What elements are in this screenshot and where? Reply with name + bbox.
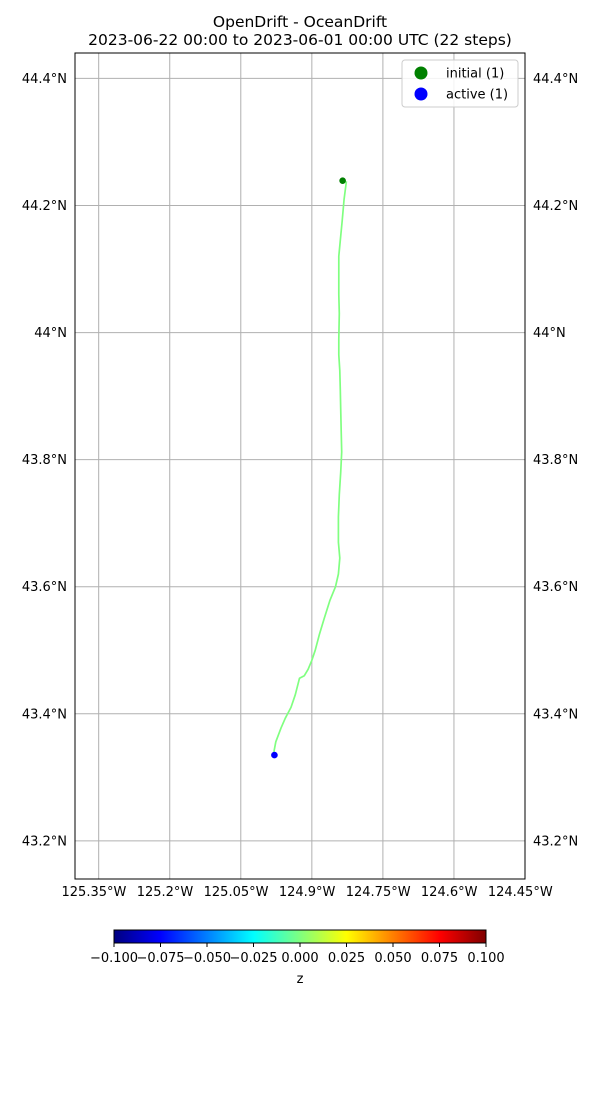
y-tick-label-left-0: 44.4°N xyxy=(22,72,67,87)
y-tick-label-right-3: 43.8°N xyxy=(533,453,578,468)
y-tick-label-right-6: 43.2°N xyxy=(533,834,578,849)
y-tick-label-left-1: 44.2°N xyxy=(22,199,67,214)
y-tick-label-right-5: 43.4°N xyxy=(533,707,578,722)
colorbar-tick-label-3: −0.025 xyxy=(229,951,277,966)
legend-label-initial: initial (1) xyxy=(446,67,504,82)
y-tick-label-right-0: 44.4°N xyxy=(533,72,578,87)
y-tick-label-right-4: 43.6°N xyxy=(533,580,578,595)
colorbar-ticks: −0.100−0.075−0.050−0.025 0.000 0.025 0.050 0… xyxy=(90,943,505,966)
colorbar-tick-label-8: 0.100 xyxy=(467,951,504,966)
y-tick-label-left-2: 44°N xyxy=(34,326,67,341)
legend-box xyxy=(401,59,519,108)
plot-frame xyxy=(74,52,526,880)
y-tick-labels: 44.4°N 44.4°N 44.2°N 44.2°N 44°N 44°N 43.8°N 43… xyxy=(22,72,578,849)
gridlines xyxy=(75,53,525,879)
x-tick-label-0: 125.35°W xyxy=(62,885,127,900)
trajectory-layer xyxy=(273,181,348,753)
colorbar-label: z xyxy=(297,972,304,987)
y-tick-label-right-2: 44°N xyxy=(533,326,566,341)
x-tick-label-2: 125.05°W xyxy=(204,885,269,900)
legend-marker-initial xyxy=(414,66,428,80)
y-tick-label-right-1: 44.2°N xyxy=(533,199,578,214)
colorbar-gradient xyxy=(113,929,487,944)
chart-subtitle: 2023-06-22 00:00 to 2023-06-01 00:00 UTC… xyxy=(88,31,512,49)
x-tick-label-3: 124.9°W xyxy=(279,885,336,900)
x-tick-label-5: 124.6°W xyxy=(421,885,478,900)
marker-layer xyxy=(271,177,346,759)
legend: initial (1) active (1) xyxy=(401,59,519,108)
x-tick-label-4: 124.75°W xyxy=(346,885,411,900)
colorbar-tick-label-6: 0.050 xyxy=(374,951,411,966)
initial-marker xyxy=(339,177,346,185)
x-tick-label-6: 124.45°W xyxy=(488,885,553,900)
colorbar-tick-label-5: 0.025 xyxy=(328,951,365,966)
colorbar-tick-label-4: 0.000 xyxy=(281,951,318,966)
y-tick-label-left-6: 43.2°N xyxy=(22,834,67,849)
active-marker xyxy=(271,751,278,759)
colorbar-tick-label-2: −0.050 xyxy=(183,951,231,966)
y-tick-label-left-5: 43.4°N xyxy=(22,707,67,722)
y-tick-label-left-3: 43.8°N xyxy=(22,453,67,468)
colorbar-tick-label-1: −0.075 xyxy=(136,951,184,966)
chart-title: OpenDrift - OceanDrift xyxy=(213,13,387,31)
x-tick-labels: 125.35°W 125.2°W 125.05°W 124.9°W 124.75°W 12… xyxy=(62,885,553,900)
colorbar-tick-label-7: 0.075 xyxy=(421,951,458,966)
trajectory-line-0 xyxy=(273,181,348,753)
legend-label-active: active (1) xyxy=(446,88,508,103)
colorbar: −0.100−0.075−0.050−0.025 0.000 0.025 0.050 0… xyxy=(90,929,505,987)
x-tick-label-1: 125.2°W xyxy=(137,885,194,900)
legend-marker-active xyxy=(414,87,428,101)
colorbar-tick-label-0: −0.100 xyxy=(90,951,138,966)
y-tick-label-left-4: 43.6°N xyxy=(22,580,67,595)
